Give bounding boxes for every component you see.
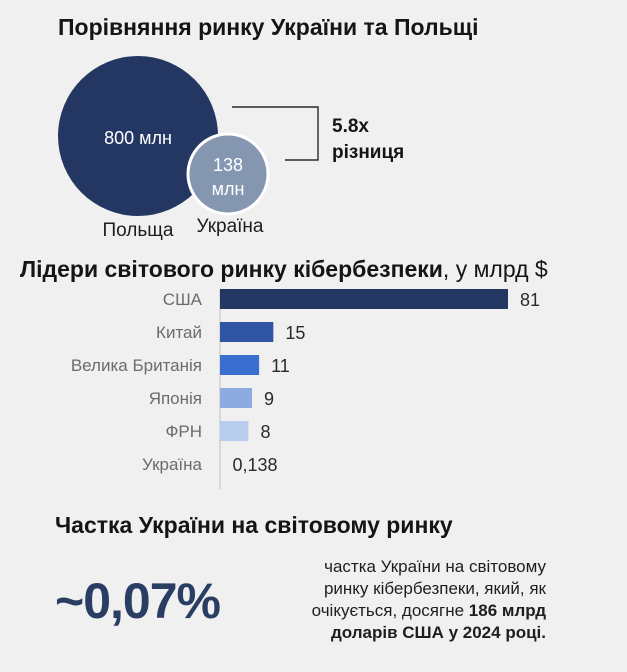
- poland-label: Польща: [103, 220, 174, 241]
- section2-title: Лідери світового ринку кібербезпеки, у м…: [20, 256, 548, 283]
- bar: [220, 322, 274, 342]
- market-bubbles: 800 млн 138 млн Польща Україна: [58, 56, 319, 241]
- cybersecurity-bar-chart: США 81 Китай 15 Велика Британія 11 Японія 9 ФРН 8…: [71, 289, 540, 489]
- ukraine-bubble: [186, 132, 270, 216]
- desc-line-3-bold: 186 млрд: [468, 601, 546, 620]
- desc-line-1: частка України на світовому: [324, 557, 546, 576]
- poland-value: 800 млн: [104, 128, 172, 148]
- ukraine-value-line2: млн: [212, 179, 245, 199]
- value-label: 0,138: [232, 455, 277, 475]
- desc-line-2: ринку кібербезпеки, який, як: [323, 579, 546, 598]
- value-label: 9: [264, 389, 274, 409]
- value-label: 81: [520, 290, 540, 310]
- value-label: 11: [271, 356, 290, 376]
- desc-line-3: очікується, досягне 186 млрд: [246, 600, 546, 622]
- bar: [220, 355, 260, 375]
- value-label: 8: [260, 422, 270, 442]
- ukraine-label: Україна: [196, 216, 263, 237]
- bar: [220, 289, 508, 309]
- bar: [220, 388, 252, 408]
- ukraine-share-value: ~0,07%: [55, 573, 221, 629]
- bar: [220, 421, 249, 441]
- category-label: США: [163, 290, 203, 309]
- section2-title-text: Лідери світового ринку кібербезпеки: [20, 256, 443, 282]
- section1-title: Порівняння ринку України та Польщі: [58, 14, 479, 40]
- ratio-block: 5.8x різниця: [332, 114, 404, 166]
- value-label: 15: [285, 323, 305, 343]
- ukraine-value-line1: 138: [213, 155, 243, 175]
- desc-line-3-text: очікується, досягне: [311, 601, 469, 620]
- category-label: Україна: [142, 455, 202, 474]
- desc-line-4-bold: доларів США у 2024 році.: [330, 623, 546, 642]
- category-label: Китай: [156, 323, 202, 342]
- poland-bubble: [58, 56, 218, 216]
- category-label: Велика Британія: [71, 356, 202, 375]
- desc-line-4: доларів США у 2024 році.: [246, 622, 546, 644]
- share-description: частка України на світовому ринку кіберб…: [246, 556, 546, 644]
- category-label: ФРН: [165, 422, 202, 441]
- section2-title-unit: , у млрд $: [442, 256, 548, 282]
- ratio-bracket: [232, 106, 319, 161]
- section3-title: Частка України на світовому ринку: [55, 512, 453, 538]
- category-label: Японія: [149, 389, 202, 408]
- ratio-caption: різниця: [332, 142, 405, 163]
- ratio-value: 5.8x: [332, 116, 369, 137]
